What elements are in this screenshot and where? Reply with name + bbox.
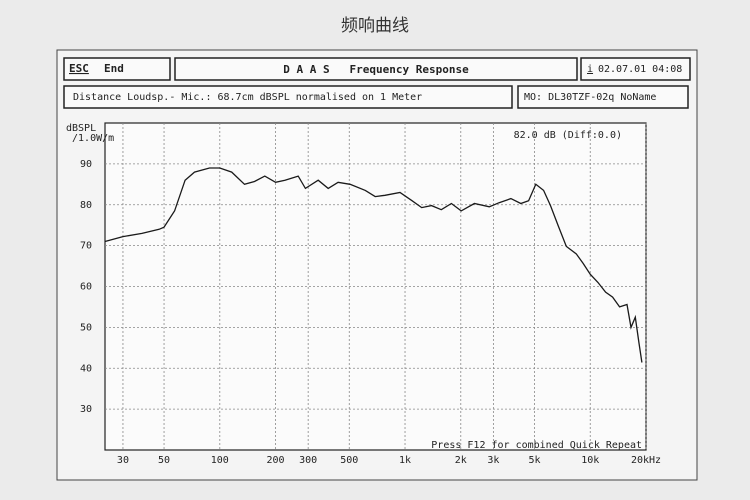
- x-tick-label: 30: [117, 455, 129, 466]
- x-tick-label: 5k: [528, 455, 540, 466]
- x-tick-label: 300: [299, 455, 317, 466]
- response-curve: [104, 167, 643, 363]
- annotation: Press F12 for combined Quick Repeat: [431, 440, 642, 451]
- app-title: D A A S Frequency Response: [283, 63, 469, 76]
- model-box: [517, 85, 689, 109]
- y-tick-label: 30: [80, 404, 92, 415]
- x-tick-label: 50: [158, 455, 170, 466]
- y-tick-label: 80: [80, 200, 92, 211]
- y-tick-label: 40: [80, 363, 92, 374]
- end-label[interactable]: End: [104, 62, 124, 75]
- y-tick-label: 90: [80, 159, 92, 170]
- x-tick-label: 20kHz: [631, 455, 661, 466]
- x-tick-label: 2k: [455, 455, 467, 466]
- annotation: 82.0 dB (Diff:0.0): [514, 130, 622, 141]
- x-tick-label: 10k: [581, 455, 599, 466]
- date-box: [580, 57, 691, 81]
- x-tick-label: 500: [340, 455, 358, 466]
- y-tick-label: 50: [80, 322, 92, 333]
- measurement-info: Distance Loudsp.- Mic.: 68.7cm dBSPL nor…: [73, 92, 422, 103]
- esc-key[interactable]: ESC: [69, 62, 89, 75]
- x-tick-label: 3k: [487, 455, 499, 466]
- model-name: MO: DL30TZF-02q NoName: [524, 92, 656, 103]
- x-tick-label: 100: [211, 455, 229, 466]
- page-title: 频响曲线: [341, 16, 409, 36]
- x-tick-label: 200: [267, 455, 285, 466]
- title-box: [174, 57, 578, 81]
- x-tick-label: 1k: [399, 455, 411, 466]
- y-tick-label: 70: [80, 241, 92, 252]
- info-icon[interactable]: i: [587, 64, 593, 75]
- esc-box[interactable]: [63, 57, 171, 81]
- y-axis-label: dBSPL /1.0W/m: [66, 123, 114, 144]
- info-box: [63, 85, 513, 109]
- y-tick-label: 60: [80, 282, 92, 293]
- datetime: 02.07.01 04:08: [598, 64, 682, 75]
